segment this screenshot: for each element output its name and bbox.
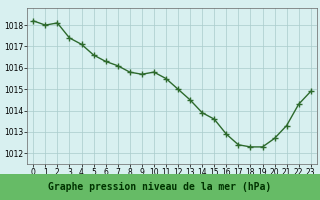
Text: Graphe pression niveau de la mer (hPa): Graphe pression niveau de la mer (hPa) <box>48 182 272 192</box>
